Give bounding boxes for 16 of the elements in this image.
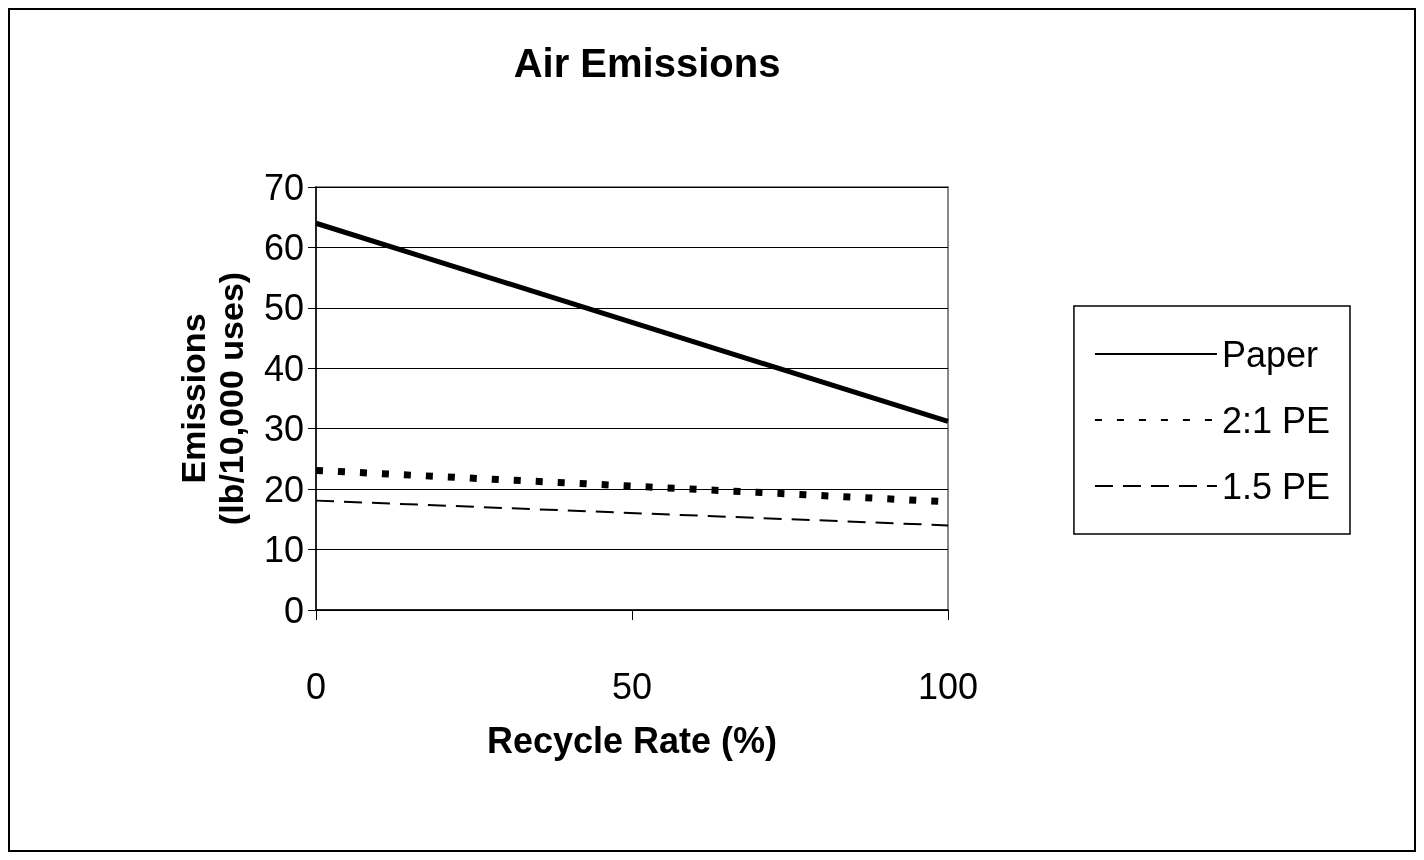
legend-label: 1.5 PE [1221, 465, 1331, 507]
legend-label: 2:1 PE [1221, 399, 1331, 441]
y-tick-label: 60 [263, 226, 304, 268]
chart-title: Air Emissions [513, 41, 781, 85]
x-axis-title: Recycle Rate (%) [486, 719, 778, 761]
y-tick-label: 0 [283, 589, 304, 631]
y-tick-label: 30 [263, 408, 304, 450]
y-tick-label: 20 [263, 468, 304, 510]
x-tick-label: 100 [917, 665, 979, 707]
y-tick-label: 40 [263, 347, 304, 389]
y-tick-label: 50 [263, 287, 304, 329]
x-tick-label: 50 [611, 665, 653, 707]
y-tick-label: 10 [263, 529, 304, 571]
y-axis-title: Emissions (lb/10,000 uses) [174, 271, 250, 526]
y-tick-label: 70 [263, 166, 304, 208]
legend-label: Paper [1221, 333, 1319, 375]
